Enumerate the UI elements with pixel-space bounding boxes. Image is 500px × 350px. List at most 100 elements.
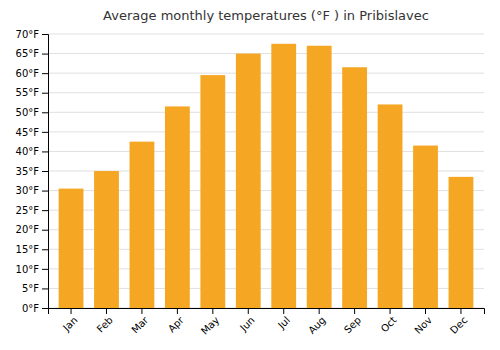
y-tick-mark xyxy=(42,34,48,35)
y-axis: 0°F 5°F 10°F 15°F 20°F 25°F 30°F 35°F 40°F 45°F 50… xyxy=(16,29,49,314)
x-tick-label: Jan xyxy=(60,314,79,333)
y-tick: 0°F xyxy=(22,303,48,314)
y-tick: 65°F xyxy=(16,48,48,59)
y-tick: 45°F xyxy=(16,127,48,138)
y-tick: 50°F xyxy=(16,107,48,118)
y-tick-label: 70°F xyxy=(16,29,40,40)
x-tick: Apr xyxy=(166,308,187,334)
x-tick: Nov xyxy=(412,308,434,336)
x-tick-mark xyxy=(283,308,284,314)
grid-line xyxy=(48,73,484,74)
bar xyxy=(342,67,367,308)
y-tick: 20°F xyxy=(16,224,48,235)
x-tick-label: Apr xyxy=(166,314,187,335)
y-tick-label: 0°F xyxy=(22,303,39,314)
y-tick-mark xyxy=(42,230,48,231)
y-tick-mark xyxy=(42,288,48,289)
bar xyxy=(200,75,225,308)
x-tick-label: Feb xyxy=(95,314,115,334)
x-tick-mark xyxy=(390,308,391,314)
y-tick-label: 10°F xyxy=(16,264,40,275)
title: Average monthly temperatures (°F ) in Pr… xyxy=(103,8,429,23)
x-tick-mark xyxy=(71,308,72,314)
y-tick-label: 20°F xyxy=(16,224,40,235)
y-tick-mark xyxy=(42,191,48,192)
y-tick-mark xyxy=(42,210,48,211)
chart: 0°F 5°F 10°F 15°F 20°F 25°F 30°F 35°F 40°F 45°F 50… xyxy=(0,0,500,350)
bar xyxy=(271,44,296,308)
y-tick-mark xyxy=(42,132,48,133)
y-tick: 40°F xyxy=(16,146,48,157)
y-tick-mark xyxy=(42,269,48,270)
x-tick-label: Dec xyxy=(448,314,469,335)
bars xyxy=(59,44,474,308)
x-tick-mark xyxy=(212,308,213,314)
grid xyxy=(48,34,484,308)
y-tick-label: 65°F xyxy=(16,48,40,59)
x-tick: Dec xyxy=(448,308,469,336)
x-tick-label: May xyxy=(199,314,221,336)
bar xyxy=(413,146,438,308)
y-tick-label: 45°F xyxy=(16,127,40,138)
x-tick-label: Nov xyxy=(412,314,434,336)
y-tick-label: 40°F xyxy=(16,146,40,157)
grid-line xyxy=(48,131,484,132)
y-tick-label: 15°F xyxy=(16,244,40,255)
y-tick-mark xyxy=(42,308,48,309)
y-tick-mark xyxy=(42,93,48,94)
y-tick-mark xyxy=(42,112,48,113)
x-tick: Jul xyxy=(275,308,292,331)
y-tick: 35°F xyxy=(16,166,48,177)
grid-line xyxy=(48,53,484,54)
y-tick-mark xyxy=(42,151,48,152)
x-tick-label: Aug xyxy=(306,314,328,336)
x-tick-label: Sep xyxy=(342,314,363,335)
x-tick: Jan xyxy=(60,308,79,334)
bar xyxy=(378,104,403,308)
x-tick-mark xyxy=(425,308,426,314)
grid-line xyxy=(48,112,484,113)
plot: 0°F 5°F 10°F 15°F 20°F 25°F 30°F 35°F 40°F 45°F 50… xyxy=(16,29,485,337)
y-tick-mark xyxy=(42,249,48,250)
x-tick: Aug xyxy=(306,308,328,336)
y-tick-label: 60°F xyxy=(16,68,40,79)
y-tick: 60°F xyxy=(16,68,48,79)
y-tick: 5°F xyxy=(22,283,48,294)
x-tick: Jun xyxy=(237,308,257,334)
bar xyxy=(449,177,474,308)
x-tick: Feb xyxy=(95,308,115,335)
bar xyxy=(165,106,190,308)
x-tick-mark xyxy=(354,308,355,314)
y-tick: 25°F xyxy=(16,205,48,216)
x-tick-label: Oct xyxy=(379,314,399,334)
y-tick-label: 30°F xyxy=(16,185,40,196)
y-tick-label: 35°F xyxy=(16,166,40,177)
grid-line xyxy=(48,34,484,35)
y-tick-mark xyxy=(42,73,48,74)
bar xyxy=(59,189,84,308)
y-tick-mark xyxy=(42,54,48,55)
y-axis-line xyxy=(42,35,49,309)
x-tick-mark xyxy=(106,308,107,314)
x-tick-mark xyxy=(141,308,142,314)
y-tick: 70°F xyxy=(16,29,48,40)
bar xyxy=(236,54,261,308)
x-tick-label: Mar xyxy=(129,314,151,336)
y-tick: 55°F xyxy=(16,87,48,98)
y-tick-label: 50°F xyxy=(16,107,40,118)
x-tick-mark xyxy=(460,308,461,314)
x-tick: Mar xyxy=(129,308,151,335)
grid-line xyxy=(48,92,484,93)
y-tick-label: 25°F xyxy=(16,205,40,216)
y-tick-mark xyxy=(42,171,48,172)
x-tick-mark xyxy=(319,308,320,314)
bar xyxy=(94,171,119,308)
y-tick: 15°F xyxy=(16,244,48,255)
x-tick: May xyxy=(199,308,221,337)
y-tick: 30°F xyxy=(16,185,48,196)
bar xyxy=(130,142,155,308)
x-tick: Sep xyxy=(342,308,363,335)
x-tick-mark xyxy=(177,308,178,314)
y-tick-label: 5°F xyxy=(22,283,39,294)
x-axis: Jan Feb Mar Apr May Jun Jul Aug Sep Oct Nov Dec xyxy=(49,308,485,337)
